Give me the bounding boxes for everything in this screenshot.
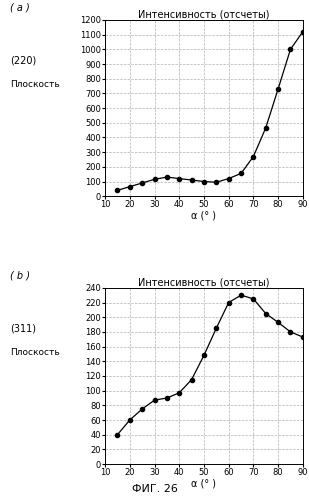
- Text: ( b ): ( b ): [10, 270, 30, 280]
- Text: (220): (220): [10, 55, 36, 65]
- Text: ( a ): ( a ): [10, 2, 30, 12]
- X-axis label: α (° ): α (° ): [192, 479, 216, 489]
- Text: ФИГ. 26: ФИГ. 26: [132, 484, 177, 494]
- Title: Интенсивность (отсчеты): Интенсивность (отсчеты): [138, 9, 270, 19]
- Text: (311): (311): [10, 323, 36, 333]
- Text: Плоскость: Плоскость: [10, 348, 60, 357]
- Title: Интенсивность (отсчеты): Интенсивность (отсчеты): [138, 277, 270, 287]
- Text: Плоскость: Плоскость: [10, 80, 60, 89]
- X-axis label: α (° ): α (° ): [192, 211, 216, 221]
